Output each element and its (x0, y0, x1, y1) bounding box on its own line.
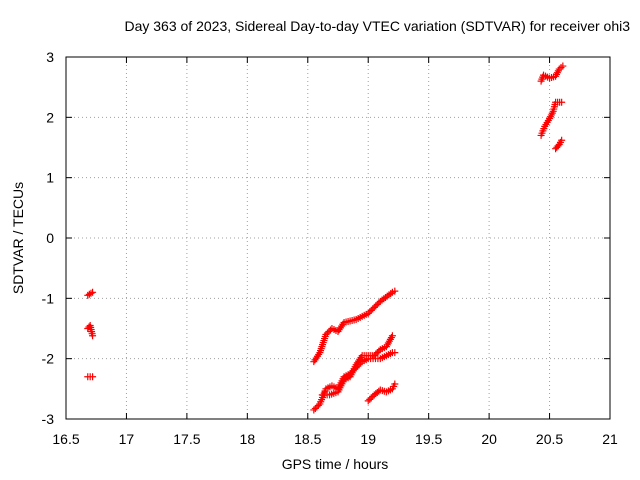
y-tick-label: 3 (46, 49, 54, 65)
series-arc-a (84, 288, 97, 299)
data-point-markers (364, 380, 399, 405)
x-axis-label: GPS time / hours (281, 456, 389, 472)
y-tick-labels: -3 -2 -1 0 1 2 3 (42, 49, 55, 427)
series-arc-f (318, 332, 396, 399)
x-tick-label: 20 (481, 431, 497, 447)
x-tick-label: 19 (360, 431, 376, 447)
y-tick-label: -1 (42, 290, 55, 306)
y-tick-label: -2 (42, 351, 55, 367)
y-tick-label: 1 (46, 170, 54, 186)
x-tick-label: 17 (119, 431, 135, 447)
series-arc-i (537, 98, 566, 139)
y-tick-label: -3 (42, 411, 55, 427)
x-tick-label: 19.5 (415, 431, 442, 447)
series-arc-g (364, 380, 399, 405)
series-arc-b (84, 321, 97, 340)
data-point-markers (318, 332, 396, 399)
x-tick-label: 18.5 (294, 431, 321, 447)
data-points (84, 62, 567, 414)
data-point-markers (84, 288, 97, 299)
data-point-markers (310, 287, 399, 366)
x-tick-labels: 16.5 17 17.5 18 18.5 19 19.5 20 20.5 21 (52, 431, 618, 447)
x-tick-label: 21 (602, 431, 618, 447)
x-tick-label: 20.5 (536, 431, 563, 447)
data-point-markers (537, 62, 567, 85)
series-arc-c (84, 373, 97, 381)
tick-layer (65, 56, 611, 420)
data-point-markers (84, 321, 97, 340)
series-arc-j (552, 136, 566, 153)
data-point-markers (537, 98, 566, 139)
x-tick-label: 18 (240, 431, 256, 447)
x-tick-label: 17.5 (173, 431, 200, 447)
y-axis-label: SDTVAR / TECUs (10, 181, 26, 295)
grid-layer (66, 57, 610, 419)
series-arc-h (537, 62, 567, 85)
data-point-markers (552, 136, 566, 153)
y-tick-label: 0 (46, 230, 54, 246)
chart-title: Day 363 of 2023, Sidereal Day-to-day VTE… (124, 18, 630, 34)
x-tick-label: 16.5 (52, 431, 79, 447)
y-tick-label: 2 (46, 109, 54, 125)
data-point-markers (84, 373, 97, 381)
series-arc-d (310, 287, 399, 366)
